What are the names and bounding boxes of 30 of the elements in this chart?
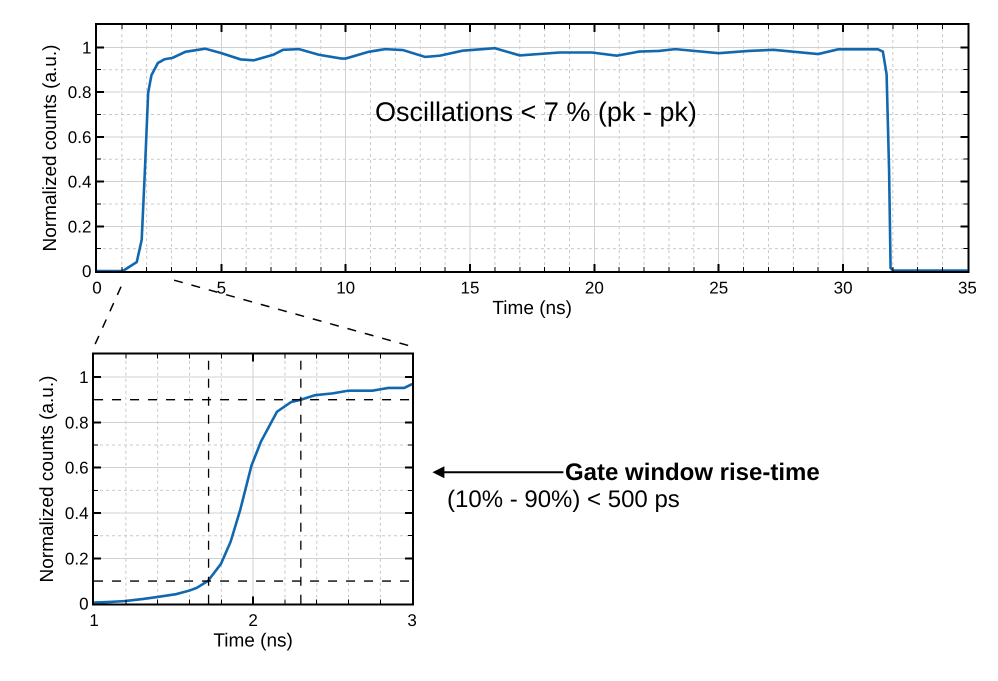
y-tick-label: 0.8: [64, 413, 89, 432]
x-tick-label: 30: [834, 278, 853, 298]
line-series: [96, 46, 968, 272]
y-tick-label: 0: [79, 594, 89, 614]
x-axis-title: Time (ns): [492, 298, 572, 319]
x-tick-label: 15: [460, 278, 480, 298]
text: (10% - 90%) < 500 ps: [447, 486, 680, 513]
y-tick-label: 1: [82, 38, 92, 58]
y-tick-label: 0.4: [64, 504, 89, 523]
annotation: Oscillations < 7 % (pk - pk): [375, 97, 697, 127]
y-axis-title: Normalized counts (a.u.): [37, 376, 58, 583]
text: Gate window rise-time: [565, 459, 820, 486]
y-tick-label: 0.6: [68, 128, 92, 147]
x-tick-label: 5: [216, 278, 226, 298]
x-tick-label: 10: [336, 278, 356, 298]
y-tick-label: 1: [79, 368, 89, 387]
y-tick-label: 0.8: [68, 83, 92, 102]
y-tick-label: 0.2: [64, 549, 89, 568]
x-tick-label: 20: [584, 278, 604, 298]
y-tick-label: 0.6: [64, 458, 89, 478]
y-tick-label: 0: [82, 262, 92, 282]
y-axis-title: Normalized counts (a.u.): [40, 44, 62, 252]
x-tick-label: 2: [248, 611, 258, 630]
line-series: [94, 382, 412, 604]
y-tick-label: 0.2: [68, 217, 92, 236]
x-tick-label: 25: [709, 278, 728, 298]
x-tick-label: 3: [407, 611, 417, 630]
x-axis-title: Time (ns): [213, 630, 293, 652]
y-tick-label: 0.4: [68, 172, 92, 192]
x-tick-label: 35: [958, 278, 977, 298]
